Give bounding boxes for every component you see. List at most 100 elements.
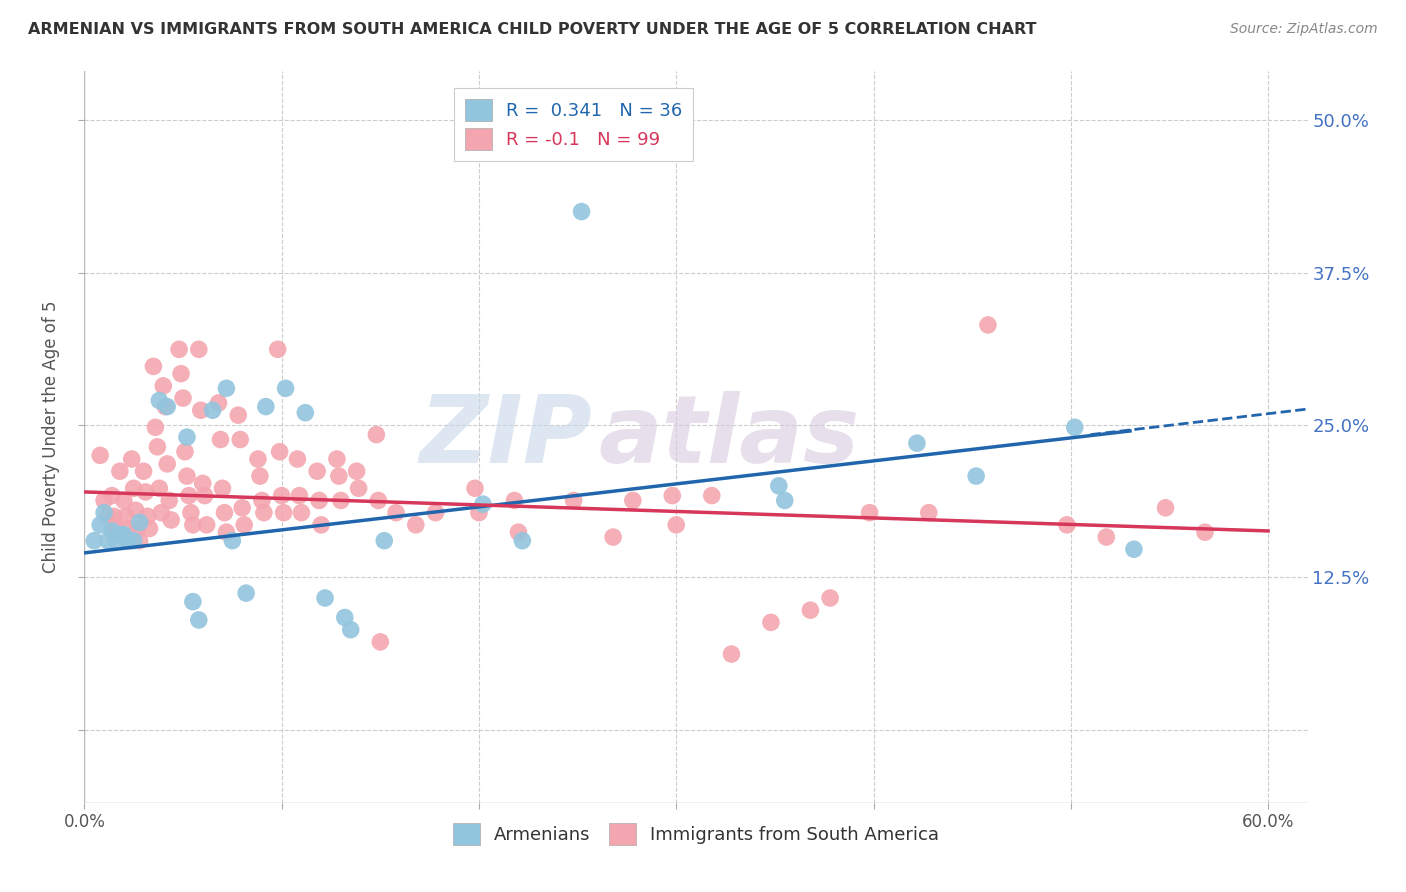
Point	[124, 503, 146, 517]
Point	[118, 533, 141, 548]
Point	[181, 594, 204, 608]
Point	[347, 481, 370, 495]
Point	[112, 527, 135, 541]
Point	[127, 521, 149, 535]
Point	[114, 509, 136, 524]
Point	[122, 533, 145, 548]
Point	[665, 517, 688, 532]
Point	[221, 533, 243, 548]
Legend: Armenians, Immigrants from South America: Armenians, Immigrants from South America	[446, 816, 946, 852]
Text: Source: ZipAtlas.com: Source: ZipAtlas.com	[1230, 22, 1378, 37]
Point	[661, 489, 683, 503]
Point	[187, 613, 209, 627]
Point	[250, 493, 273, 508]
Point	[214, 506, 236, 520]
Point	[308, 493, 330, 508]
Point	[720, 647, 742, 661]
Point	[104, 521, 127, 535]
Point	[253, 506, 276, 520]
Point	[346, 464, 368, 478]
Point	[368, 635, 391, 649]
Point	[209, 433, 232, 447]
Point	[187, 343, 209, 357]
Point	[503, 493, 526, 508]
Point	[367, 493, 389, 508]
Point	[128, 533, 150, 548]
Point	[1063, 420, 1085, 434]
Point	[799, 603, 821, 617]
Point	[215, 381, 238, 395]
Y-axis label: Child Poverty Under the Age of 5: Child Poverty Under the Age of 5	[42, 301, 60, 574]
Point	[101, 489, 124, 503]
Point	[425, 506, 447, 520]
Point	[167, 343, 190, 357]
Point	[93, 506, 115, 520]
Point	[818, 591, 841, 605]
Point	[93, 493, 115, 508]
Point	[207, 396, 229, 410]
Point	[1095, 530, 1118, 544]
Point	[89, 517, 111, 532]
Point	[229, 433, 252, 447]
Point	[288, 489, 311, 503]
Point	[108, 527, 131, 541]
Point	[1194, 525, 1216, 540]
Point	[267, 343, 290, 357]
Point	[121, 452, 143, 467]
Point	[562, 493, 585, 508]
Point	[101, 524, 124, 538]
Point	[512, 533, 534, 548]
Point	[329, 493, 352, 508]
Point	[287, 452, 309, 467]
Point	[132, 464, 155, 478]
Point	[83, 533, 105, 548]
Point	[385, 506, 408, 520]
Point	[405, 517, 427, 532]
Point	[215, 525, 238, 540]
Point	[373, 533, 395, 548]
Point	[211, 481, 233, 495]
Point	[97, 533, 120, 548]
Point	[201, 403, 224, 417]
Point	[103, 509, 125, 524]
Point	[89, 448, 111, 462]
Point	[195, 517, 218, 532]
Point	[112, 493, 135, 508]
Point	[294, 406, 316, 420]
Point	[117, 533, 139, 548]
Point	[333, 610, 356, 624]
Point	[328, 469, 350, 483]
Point	[117, 521, 139, 535]
Point	[965, 469, 987, 483]
Point	[174, 444, 197, 458]
Point	[326, 452, 349, 467]
Point	[176, 469, 198, 483]
Point	[602, 530, 624, 544]
Point	[1056, 517, 1078, 532]
Point	[468, 506, 491, 520]
Point	[339, 623, 361, 637]
Point	[246, 452, 269, 467]
Point	[148, 393, 170, 408]
Point	[508, 525, 530, 540]
Point	[172, 391, 194, 405]
Point	[233, 517, 256, 532]
Point	[135, 485, 157, 500]
Text: ZIP: ZIP	[419, 391, 592, 483]
Point	[269, 444, 291, 458]
Point	[977, 318, 1000, 332]
Point	[314, 591, 336, 605]
Point	[122, 481, 145, 495]
Point	[366, 427, 388, 442]
Point	[128, 516, 150, 530]
Point	[700, 489, 723, 503]
Point	[254, 400, 277, 414]
Text: atlas: atlas	[598, 391, 859, 483]
Point	[464, 481, 486, 495]
Point	[226, 408, 249, 422]
Point	[1154, 500, 1177, 515]
Point	[97, 509, 120, 524]
Point	[108, 464, 131, 478]
Point	[471, 497, 494, 511]
Point	[142, 359, 165, 374]
